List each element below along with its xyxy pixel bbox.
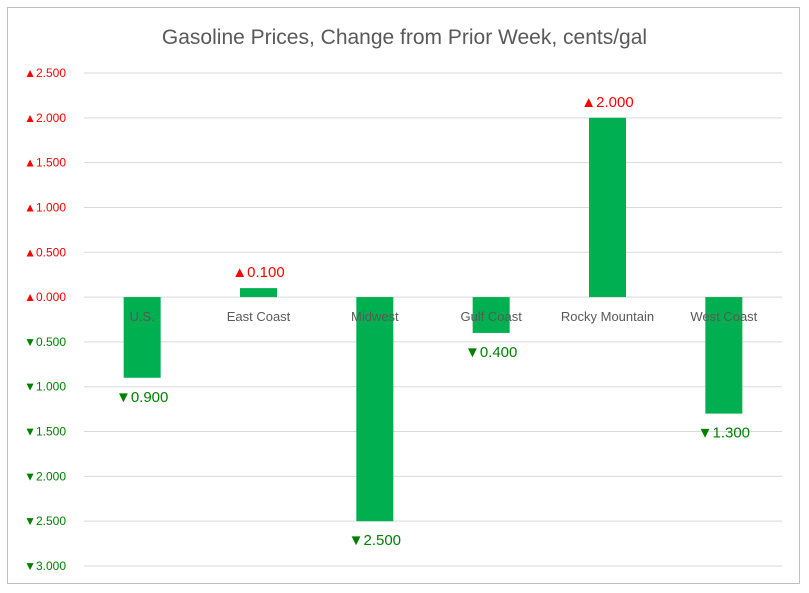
chart-frame bbox=[7, 7, 800, 584]
category-label: U.S. bbox=[130, 309, 155, 324]
data-label: ▼1.300 bbox=[698, 425, 750, 442]
category-label: Rocky Mountain bbox=[561, 309, 654, 324]
y-tick-label: ▼3.000 bbox=[24, 559, 66, 573]
y-tick-label: ▲2.500 bbox=[24, 66, 66, 80]
y-tick-label: ▲1.500 bbox=[24, 156, 66, 170]
bar bbox=[123, 297, 161, 378]
data-label: ▲0.100 bbox=[232, 264, 284, 281]
data-label: ▼2.500 bbox=[349, 532, 401, 549]
data-label: ▲2.000 bbox=[581, 94, 633, 111]
y-tick-label: ▼1.500 bbox=[24, 425, 66, 439]
bar bbox=[240, 288, 277, 298]
bar bbox=[589, 117, 626, 298]
y-tick-label: ▲1.000 bbox=[24, 200, 66, 214]
bar bbox=[472, 297, 510, 333]
y-tick-label: ▲0.000 bbox=[24, 290, 66, 304]
category-label: West Coast bbox=[690, 309, 757, 324]
category-label: Gulf Coast bbox=[460, 309, 522, 324]
category-label: East Coast bbox=[227, 309, 291, 324]
data-label: ▼0.400 bbox=[465, 344, 517, 361]
category-label: Midwest bbox=[351, 309, 399, 324]
bar bbox=[356, 297, 394, 522]
bar bbox=[705, 297, 743, 414]
y-tick-label: ▼1.000 bbox=[24, 380, 66, 394]
data-label: ▼0.900 bbox=[116, 389, 168, 406]
y-tick-label: ▲0.500 bbox=[24, 245, 66, 259]
y-tick-label: ▼0.500 bbox=[24, 335, 66, 349]
y-tick-label: ▼2.500 bbox=[24, 514, 66, 528]
y-tick-label: ▼2.000 bbox=[24, 469, 66, 483]
chart-title: Gasoline Prices, Change from Prior Week,… bbox=[161, 26, 648, 49]
y-tick-label: ▲2.000 bbox=[24, 111, 66, 125]
